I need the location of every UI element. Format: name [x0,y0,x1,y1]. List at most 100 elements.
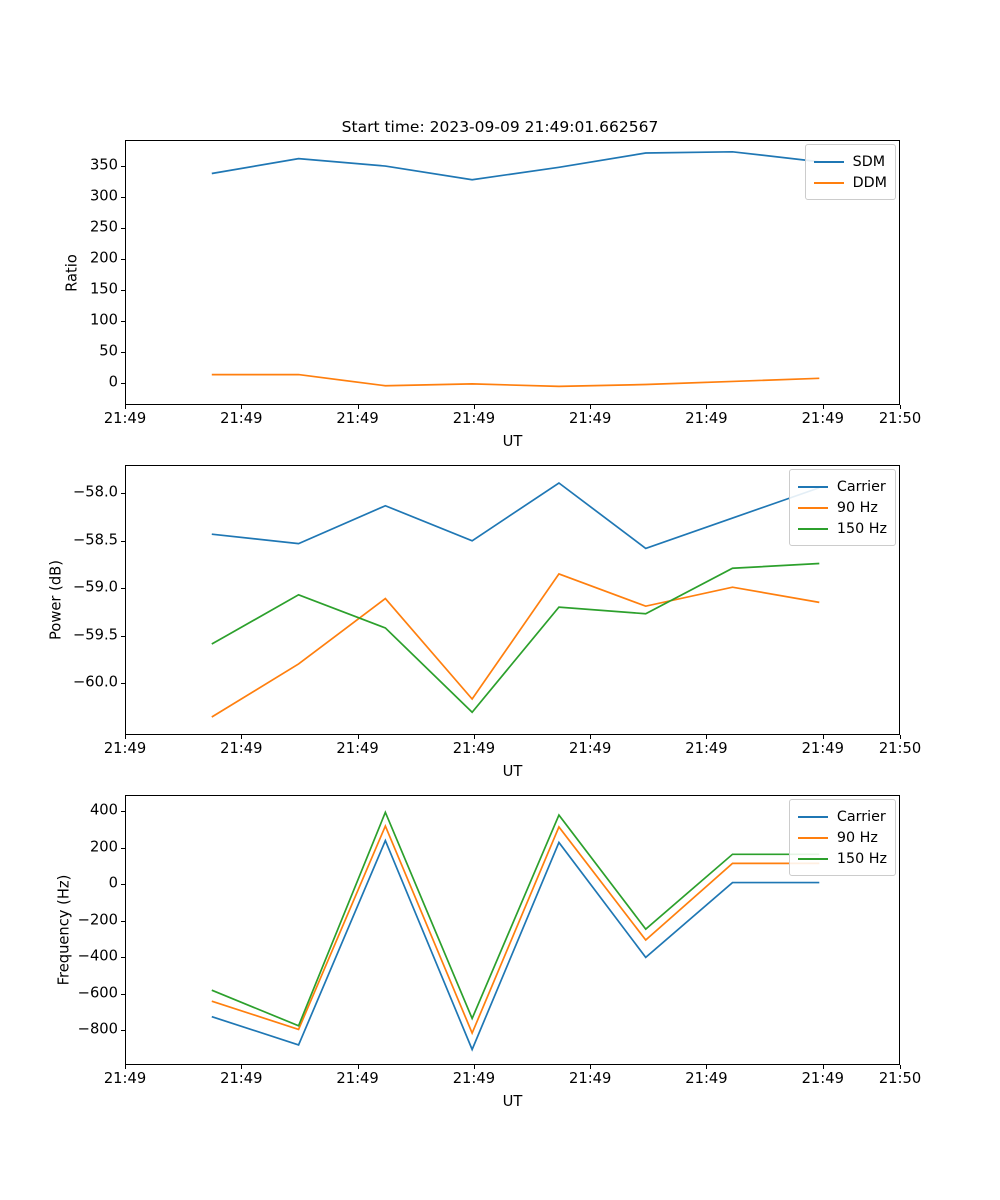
xtick-mark [241,405,243,409]
ytick-label: −400 [77,948,118,966]
legend-label: Carrier [836,478,886,495]
ytick-label: 200 [89,838,118,856]
xtick-label: 21:49 [103,1070,147,1087]
xtick-mark [125,1065,126,1069]
ytick-mark [121,635,125,637]
plot-lines-power [211,481,820,718]
figure-title: Start time: 2023-09-09 21:49:01.662567 [341,118,659,136]
ytick-mark [121,383,125,385]
legend-label: 90 Hz [836,499,878,516]
series-line-90-hz [211,572,820,718]
legend-label: Carrier [836,808,886,825]
ytick-label: −59.0 [72,578,118,596]
ytick-mark [121,1030,125,1032]
xtick-mark [241,735,243,739]
xtick-mark [590,735,592,739]
xtick-label: 21:49 [220,740,263,757]
ytick-mark [121,493,125,495]
legend-line-swatch-icon [813,160,844,163]
xtick-label: 21:49 [685,1070,728,1087]
xtick-label: 21:49 [801,1070,844,1087]
legend-item: Carrier [797,806,887,827]
ytick-label: 300 [89,187,118,205]
xtick-mark [822,735,824,739]
xtick-mark [473,735,475,739]
yaxis-label-frequency: Frequency (Hz) [55,874,73,986]
ytick-label: 0 [108,373,118,391]
plot-lines-ratio [211,150,820,388]
legend-line-swatch-icon [797,485,828,488]
ytick-mark [121,321,125,323]
xtick-label: 21:50 [878,1070,922,1087]
xtick-label: 21:50 [878,740,922,757]
xtick-label: 21:49 [569,740,612,757]
xtick-label: 21:49 [685,410,728,427]
legend-ratio: SDM DDM [804,144,896,200]
xtick-mark [590,1065,592,1069]
xtick-mark [125,735,126,739]
legend-line-swatch-icon [797,836,828,839]
series-line-150-hz [211,810,820,1027]
axes-frame-ratio [125,140,900,405]
ytick-mark [121,352,125,354]
xtick-label: 21:49 [569,410,612,427]
xaxis-label-power: UT [502,763,523,780]
xtick-label: 21:49 [801,740,844,757]
subplot-ratio: UT Ratio 21:49 21:49 21:49 21:49 21:49 21:49 2… [64,140,921,450]
legend-line-swatch-icon [813,181,844,184]
series-line-carrier [211,838,820,1052]
xtick-label: 21:50 [878,410,922,427]
xaxis-label-frequency: UT [502,1093,523,1110]
ytick-mark [121,811,125,813]
ytick-label: 0 [108,875,118,893]
series-line-90-hz [211,823,820,1036]
legend-item: 90 Hz [797,497,887,518]
xtick-mark [706,1065,708,1069]
legend-label: 150 Hz [836,850,887,867]
xtick-label: 21:49 [103,740,147,757]
ytick-label: 250 [89,218,118,236]
ytick-label: −58.0 [72,484,118,502]
xtick-mark [706,405,708,409]
axes-frame-power [125,465,900,735]
xtick-mark [357,1065,359,1069]
xtick-label: 21:49 [220,410,263,427]
ytick-mark [121,920,125,922]
ytick-mark [121,682,125,684]
legend-item: 150 Hz [797,518,887,539]
legend-line-swatch-icon [797,506,828,509]
series-line-carrier [211,481,820,550]
legend-power: Carrier 90 Hz 150 Hz [788,469,896,546]
legend-label: 150 Hz [836,520,887,537]
ytick-mark [121,197,125,199]
xtick-label: 21:49 [452,740,496,757]
legend-label: SDM [852,153,886,170]
ytick-mark [121,588,125,590]
xtick-mark [241,1065,243,1069]
xtick-mark [706,735,708,739]
series-line-sdm [211,150,820,181]
legend-line-swatch-icon [797,527,828,530]
legend-label: DDM [852,174,887,191]
xtick-mark [590,405,592,409]
ytick-mark [121,884,125,886]
axes-frame-frequency [125,795,900,1065]
ytick-label: −60.0 [72,673,118,691]
series-line-ddm [211,373,820,388]
xtick-mark [125,405,126,409]
xtick-mark [473,405,475,409]
ytick-mark [121,540,125,542]
ytick-label: 350 [89,156,118,174]
legend-frequency: Carrier 90 Hz 150 Hz [788,799,896,876]
ytick-label: −600 [77,984,118,1002]
xtick-mark [822,1065,824,1069]
ytick-label: 100 [89,311,118,329]
legend-item: SDM [813,151,887,172]
xtick-label: 21:49 [685,740,728,757]
ytick-label: −58.5 [72,531,118,549]
legend-line-swatch-icon [797,815,828,818]
xtick-label: 21:49 [452,1070,496,1087]
ytick-label: 150 [89,280,118,298]
subplot-power: UT Power (dB) 21:49 21:49 21:49 21:49 21:49 2… [48,465,921,780]
